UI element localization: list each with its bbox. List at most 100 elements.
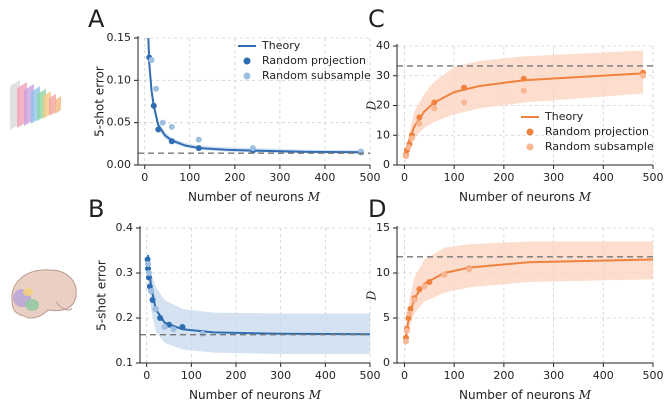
y-tick-label: 0: [383, 356, 390, 369]
x-axis-label-symbol: M: [308, 388, 322, 402]
x-tick-label: 0: [401, 369, 408, 382]
x-tick-label: 400: [315, 369, 336, 382]
data-point: [148, 288, 155, 294]
data-point: [461, 99, 468, 106]
x-tick-label: 500: [643, 369, 664, 382]
data-point: [403, 327, 410, 334]
x-axis-label-text: Number of neurons: [188, 190, 304, 204]
data-point: [195, 145, 202, 152]
data-point: [148, 57, 155, 64]
legend-swatch: [526, 128, 534, 136]
data-point: [405, 315, 412, 321]
data-point: [406, 310, 413, 317]
x-tick-label: 400: [593, 369, 614, 382]
data-point: [416, 114, 423, 121]
data-point: [402, 153, 409, 160]
legend-label: Random subsample: [545, 140, 654, 153]
data-point: [170, 326, 177, 333]
x-tick-label: 100: [444, 369, 465, 382]
y-tick-label: 0.1: [116, 356, 134, 369]
x-tick-label: 300: [270, 369, 291, 382]
x-axis-label-text: Number of neurons: [459, 190, 575, 204]
y-tick-label: 10: [376, 266, 390, 279]
y-tick-label: 40: [376, 39, 390, 52]
x-tick-label: 100: [181, 369, 202, 382]
x-axis-label: Number of neurons M: [459, 388, 592, 402]
data-point: [199, 330, 206, 337]
panel: A 0 100 200 300 400 500 0.00 0.05 0.10 0.15 Number …: [88, 5, 381, 204]
legend-label: Random projection: [545, 125, 649, 138]
y-tick-label: 30: [376, 69, 390, 82]
x-axis-label: Number of neurons M: [189, 388, 322, 402]
data-point: [144, 256, 151, 263]
y-tick-label: 0: [383, 158, 390, 171]
data-point: [431, 99, 438, 106]
y-tick-label: 0.00: [107, 158, 132, 171]
data-point: [153, 85, 160, 92]
data-point: [520, 87, 527, 94]
data-point: [145, 270, 152, 276]
data-point: [150, 102, 157, 109]
data-point: [408, 135, 415, 142]
data-point: [407, 306, 414, 312]
data-point: [179, 324, 186, 330]
data-point: [426, 279, 433, 285]
data-point: [416, 286, 423, 293]
x-tick-label: 100: [444, 171, 465, 184]
data-point: [461, 84, 468, 91]
y-axis-label: D: [365, 290, 379, 301]
data-point: [149, 297, 156, 303]
y-axis-label: 5-shot error: [95, 260, 109, 331]
x-tick-label: 200: [493, 171, 514, 184]
data-point: [411, 297, 418, 303]
y-tick-label: 0.15: [107, 31, 132, 44]
x-tick-label: 200: [226, 369, 247, 382]
data-point: [145, 274, 152, 281]
data-point: [166, 321, 173, 328]
x-axis-label-symbol: M: [578, 190, 592, 204]
panel-letter: A: [88, 5, 105, 33]
data-point: [168, 138, 175, 145]
x-axis-label-text: Number of neurons: [459, 388, 575, 402]
x-axis-label: Number of neurons M: [188, 190, 321, 204]
legend-label: Theory: [261, 39, 301, 52]
data-point: [405, 144, 412, 151]
legend: Theory Random projection Random subsample: [521, 110, 654, 153]
legend-swatch: [243, 57, 251, 65]
legend: Theory Random projection Random subsample: [238, 39, 371, 82]
data-point: [146, 283, 153, 290]
x-tick-label: 200: [493, 369, 514, 382]
data-point: [161, 324, 168, 330]
x-axis-label: Number of neurons M: [459, 190, 592, 204]
y-tick-label: 15: [376, 221, 390, 234]
data-point: [431, 105, 438, 112]
brain-icon: [11, 269, 77, 319]
data-point: [466, 266, 473, 273]
panel-letter: C: [368, 5, 385, 33]
x-tick-label: 400: [314, 171, 335, 184]
data-point: [520, 75, 527, 82]
y-tick-label: 20: [376, 99, 390, 112]
x-tick-label: 200: [224, 171, 245, 184]
legend-label: Random projection: [262, 54, 366, 67]
y-axis-label: 5-shot error: [93, 66, 107, 137]
data-point: [640, 72, 647, 79]
y-tick-label: 0.05: [107, 116, 132, 129]
data-point: [195, 136, 202, 143]
x-tick-label: 300: [269, 171, 290, 184]
data-point: [421, 283, 428, 290]
data-point: [159, 119, 166, 126]
x-tick-label: 400: [593, 171, 614, 184]
x-tick-label: 0: [141, 171, 148, 184]
x-tick-label: 500: [360, 171, 381, 184]
data-point: [402, 338, 409, 345]
data-point: [145, 261, 152, 267]
data-point: [168, 123, 175, 130]
y-tick-label: 0.10: [107, 73, 132, 86]
x-tick-label: 500: [360, 369, 381, 382]
y-tick-label: 10: [376, 128, 390, 141]
y-tick-label: 0.4: [116, 221, 134, 234]
x-tick-label: 300: [543, 171, 564, 184]
legend-swatch: [526, 143, 534, 151]
